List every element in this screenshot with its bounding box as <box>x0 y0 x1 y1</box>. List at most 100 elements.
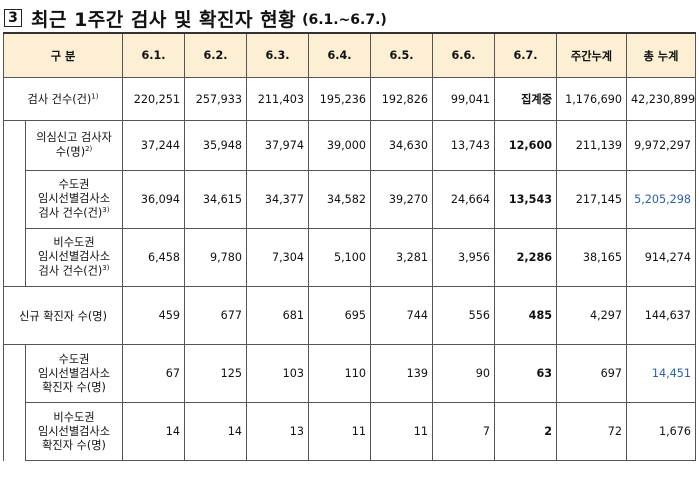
table-row-suspected: 의심신고 검사자 수(명)2) 37,244 35,948 37,974 39,… <box>3 120 697 287</box>
row-label: 신규 확진자 수(명) <box>2 286 124 345</box>
table-cell: 24,664 <box>432 170 496 229</box>
table-cell: 556 <box>432 286 496 345</box>
table-cell: 192,826 <box>370 77 434 121</box>
table-cell: 11 <box>370 402 434 461</box>
date-range: (6.1.~6.7.) <box>302 11 387 28</box>
table-cell: 67 <box>122 344 186 403</box>
table-cell: 39,000 <box>308 120 372 171</box>
row-label-text: 검사 건수(건) <box>27 93 92 106</box>
row-label-line: 임시선별검사소 <box>37 192 111 206</box>
table-row-noncapital-cases: 비수도권 임시선별검사소 확진자 수(명) 14 14 13 11 11 7 2… <box>4 402 697 461</box>
table-cell: 217,145 <box>556 170 628 229</box>
table-cell: 37,244 <box>122 120 186 171</box>
row-label-line: 수도권 <box>58 352 90 366</box>
table-cell: 12,600 <box>494 120 558 171</box>
header-date: 6.1. <box>122 32 186 78</box>
table-cell: 211,403 <box>246 77 310 121</box>
table-cell: 7 <box>432 402 496 461</box>
table-cell: 14 <box>184 402 248 461</box>
table-row-capital-tests: 수도권 임시선별검사소 검사 건수(건)3) 36,094 34,615 34,… <box>4 170 697 229</box>
header-date: 6.7. <box>494 32 558 78</box>
table-cell: 1,676 <box>626 402 697 461</box>
row-label-line: 임시선별검사소 <box>37 424 111 438</box>
page-title: 최근 1주간 검사 및 확진자 현황 <box>31 8 297 31</box>
row-label: 검사 건수(건)1) <box>2 77 124 121</box>
row-label: 수도권 임시선별검사소 검사 건수(건)3) <box>24 170 124 229</box>
row-label-line: 검사 건수(건) <box>38 206 103 220</box>
table-cell: 3,281 <box>370 228 434 287</box>
row-label-line: 수(명) <box>55 145 86 159</box>
table-cell: 42,230,899 <box>626 77 697 121</box>
table-cell: 681 <box>246 286 310 345</box>
row-label-line: 확진자 수(명) <box>42 380 106 394</box>
table-row-capital-cases: 수도권 임시선별검사소 확진자 수(명) 67 125 103 110 139 … <box>3 344 697 461</box>
table-cell: 485 <box>494 286 558 345</box>
table-cell-pending: 집계중 <box>494 77 558 121</box>
table-cell: 14 <box>122 402 186 461</box>
table-cell: 103 <box>246 344 310 403</box>
table-cell: 195,236 <box>308 77 372 121</box>
table-cell: 1,176,690 <box>556 77 628 121</box>
header-date: 6.6. <box>432 32 496 78</box>
footnote-marker: 3) <box>102 206 110 215</box>
table-cell: 13 <box>246 402 310 461</box>
table-row-noncapital-tests: 비수도권 임시선별검사소 검사 건수(건)3) 6,458 9,780 7,30… <box>4 228 697 287</box>
table-cell: 744 <box>370 286 434 345</box>
table-cell: 35,948 <box>184 120 248 171</box>
row-label-line: 임시선별검사소 <box>37 250 111 264</box>
table-row-test-count: 검사 건수(건)1) 220,251 257,933 211,403 195,2… <box>2 77 697 121</box>
weekly-stats-table: 구 분 6.1. 6.2. 6.3. 6.4. 6.5. 6.6. 6.7. 주… <box>2 32 697 461</box>
table-cell: 3,956 <box>432 228 496 287</box>
row-label-line: 확진자 수(명) <box>42 438 106 452</box>
table-cell: 144,637 <box>626 286 697 345</box>
header-date: 6.3. <box>246 32 310 78</box>
footnote-marker: 1) <box>91 92 99 101</box>
table-cell: 34,582 <box>308 170 372 229</box>
table-cell: 34,630 <box>370 120 434 171</box>
table-cell: 125 <box>184 344 248 403</box>
table-cell: 72 <box>556 402 628 461</box>
table-cell: 11 <box>308 402 372 461</box>
title-bar: 3 최근 1주간 검사 및 확진자 현황 (6.1.~6.7.) <box>4 5 387 31</box>
table-cell: 9,972,297 <box>626 120 697 171</box>
header-date: 6.2. <box>184 32 248 78</box>
table-cell: 914,274 <box>626 228 697 287</box>
header-category: 구 분 <box>2 32 124 78</box>
table-cell: 220,251 <box>122 77 186 121</box>
footnote-marker: 3) <box>102 264 110 273</box>
table-cell: 37,974 <box>246 120 310 171</box>
table-cell-highlight: 5,205,298 <box>626 170 697 229</box>
table-cell: 697 <box>556 344 628 403</box>
table-cell: 34,615 <box>184 170 248 229</box>
footnote-marker: 2) <box>85 145 93 154</box>
indent-spacer <box>3 344 26 461</box>
table-cell: 39,270 <box>370 170 434 229</box>
table-cell: 139 <box>370 344 434 403</box>
table-cell: 695 <box>308 286 372 345</box>
table-cell: 2,286 <box>494 228 558 287</box>
table-cell: 90 <box>432 344 496 403</box>
table-cell: 63 <box>494 344 558 403</box>
table-cell: 99,041 <box>432 77 496 121</box>
row-label-line: 수도권 <box>58 178 90 192</box>
table-cell: 6,458 <box>122 228 186 287</box>
row-label: 비수도권 임시선별검사소 확진자 수(명) <box>24 402 124 461</box>
table-cell-highlight: 14,451 <box>626 344 697 403</box>
table-cell: 459 <box>122 286 186 345</box>
table-cell: 2 <box>494 402 558 461</box>
indent-spacer <box>3 120 26 287</box>
header-date: 6.4. <box>308 32 372 78</box>
table-cell: 38,165 <box>556 228 628 287</box>
table-cell: 13,743 <box>432 120 496 171</box>
header-weekly-total: 주간누계 <box>556 32 628 78</box>
header-date: 6.5. <box>370 32 434 78</box>
header-grand-total: 총 누계 <box>626 32 697 78</box>
row-label: 수도권 임시선별검사소 확진자 수(명) <box>24 344 124 403</box>
table-cell: 7,304 <box>246 228 310 287</box>
row-label-line: 임시선별검사소 <box>37 366 111 380</box>
row-label-line: 검사 건수(건) <box>38 264 103 278</box>
header-row: 구 분 6.1. 6.2. 6.3. 6.4. 6.5. 6.6. 6.7. 주… <box>2 32 697 78</box>
table-cell: 34,377 <box>246 170 310 229</box>
row-label: 비수도권 임시선별검사소 검사 건수(건)3) <box>24 228 124 287</box>
section-number-box: 3 <box>4 9 22 27</box>
